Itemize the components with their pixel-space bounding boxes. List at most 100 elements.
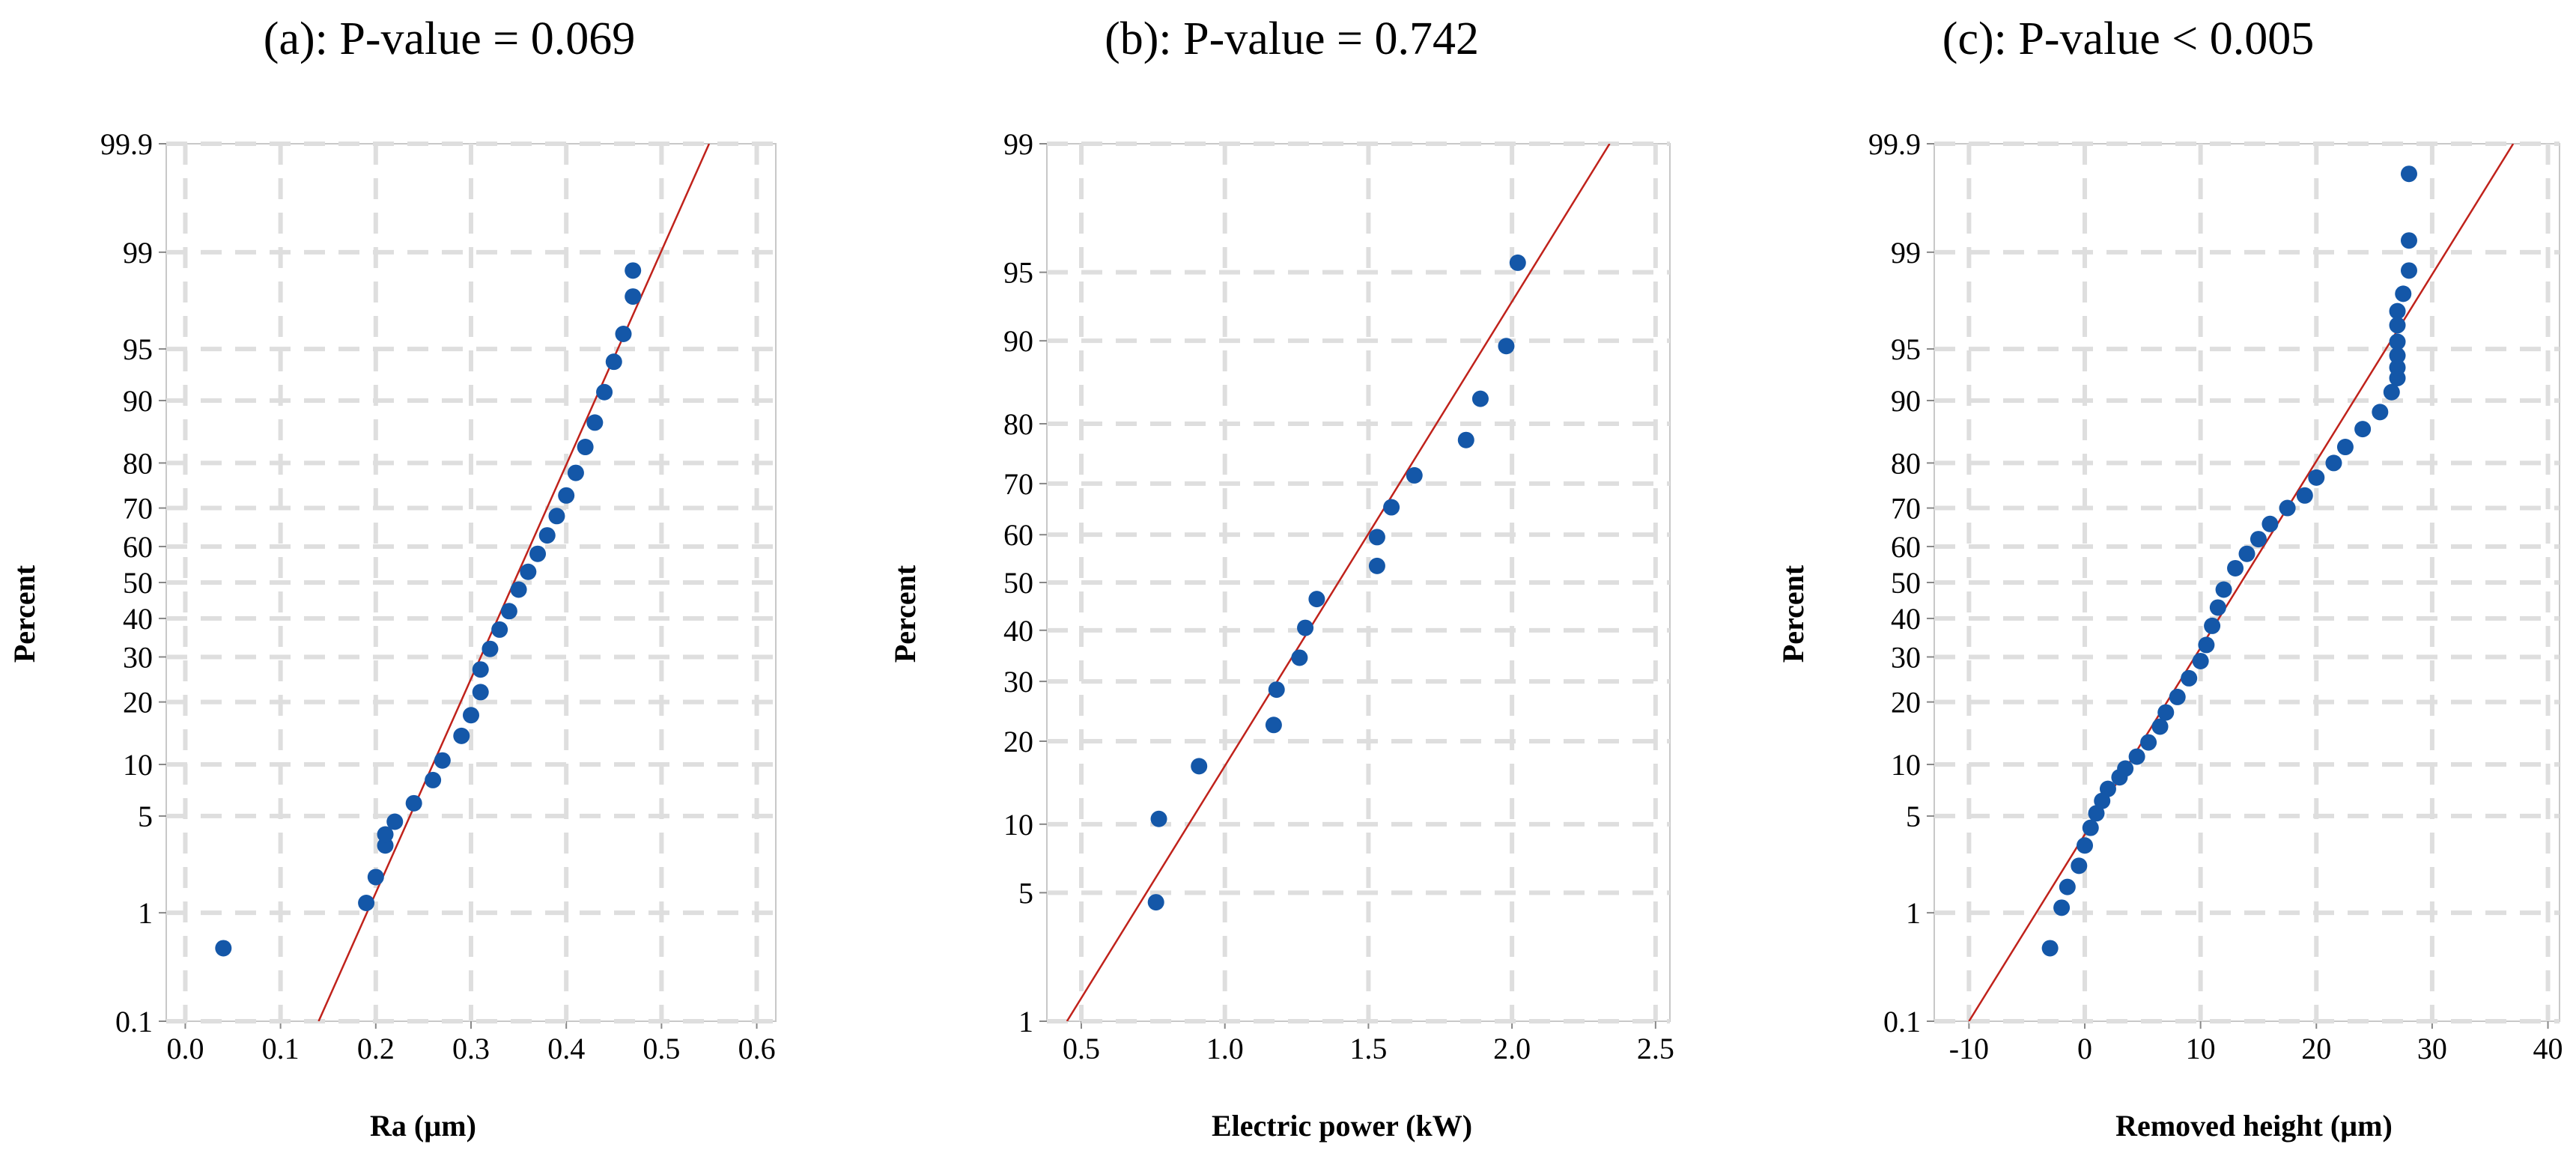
y-tick-label: 50 <box>123 566 153 600</box>
y-tick-label: 30 <box>123 640 153 674</box>
x-tick-label: 0.4 <box>547 1032 585 1065</box>
y-tick-label: 10 <box>1891 748 1921 782</box>
data-point <box>1471 390 1489 407</box>
data-point <box>2279 499 2296 517</box>
data-point <box>2041 940 2059 957</box>
data-point <box>472 661 489 678</box>
y-tick-label: 99.9 <box>1868 127 1921 161</box>
data-point <box>2389 302 2406 320</box>
data-point <box>1308 591 1325 608</box>
data-point <box>2227 559 2244 577</box>
data-point <box>2198 636 2215 654</box>
y-tick-label: 1 <box>1018 1005 1033 1038</box>
y-tick-label: 20 <box>123 686 153 720</box>
data-point <box>1383 499 1400 516</box>
x-tick-label: 10 <box>2186 1032 2216 1065</box>
data-point <box>625 262 642 279</box>
x-axis-label: Ra (µm) <box>370 1109 476 1143</box>
data-point <box>2151 718 2169 735</box>
y-tick-label: 60 <box>1891 530 1921 564</box>
data-point <box>2395 285 2412 302</box>
data-point <box>2082 819 2099 836</box>
data-point <box>1368 557 1385 574</box>
data-point <box>577 439 594 456</box>
data-point <box>358 895 375 912</box>
data-point <box>491 621 508 638</box>
data-point <box>2400 262 2417 279</box>
data-point <box>1406 466 1423 484</box>
y-tick-label: 70 <box>1891 492 1921 526</box>
data-point <box>463 707 479 724</box>
y-tick-label: 60 <box>123 530 153 564</box>
data-point <box>1147 894 1164 911</box>
data-point <box>529 545 547 562</box>
data-point <box>2117 760 2134 777</box>
y-tick-label: 80 <box>1003 407 1033 441</box>
data-point <box>2372 404 2389 421</box>
x-tick-label: 0.5 <box>643 1032 680 1065</box>
data-point <box>2308 469 2325 486</box>
y-tick-label: 30 <box>1003 665 1033 699</box>
data-point <box>2325 454 2342 472</box>
panel-a: (a): P-value = 0.069 Percent Ra (µm) 0.0… <box>7 13 777 1143</box>
y-tick-label: 20 <box>1891 686 1921 720</box>
x-axis-label: Electric power (kW) <box>1212 1109 1472 1143</box>
data-point <box>510 581 527 598</box>
x-tick-label: 0.0 <box>166 1032 204 1065</box>
data-point <box>2209 599 2226 616</box>
y-tick-label: 40 <box>123 602 153 636</box>
data-point <box>2088 805 2105 822</box>
data-point <box>2389 347 2406 364</box>
y-tick-label: 60 <box>1003 518 1033 552</box>
y-tick-label: 0.1 <box>1883 1005 1921 1038</box>
data-point <box>2383 383 2400 401</box>
chart-title: (b): P-value = 0.742 <box>1105 13 1479 64</box>
x-tick-label: 0.1 <box>262 1032 300 1065</box>
data-point <box>2389 333 2406 350</box>
data-point <box>405 794 422 812</box>
data-point <box>2053 899 2071 916</box>
y-tick-label: 95 <box>1891 332 1921 366</box>
data-point <box>2204 617 2221 634</box>
x-tick-label: 1.5 <box>1349 1032 1387 1065</box>
y-tick-label: 10 <box>1003 808 1033 842</box>
y-tick-label: 90 <box>1003 324 1033 358</box>
chart-title: (a): P-value = 0.069 <box>264 13 635 64</box>
data-point <box>1297 619 1314 636</box>
data-point <box>596 383 613 401</box>
data-point <box>386 813 404 830</box>
data-point <box>1457 431 1474 448</box>
fit-line <box>1066 144 1611 1021</box>
data-point <box>434 752 451 769</box>
data-point <box>1498 338 1515 355</box>
data-point <box>586 414 604 431</box>
data-point <box>520 563 537 580</box>
data-point <box>558 487 575 504</box>
data-point <box>2192 652 2209 669</box>
data-point <box>215 940 232 957</box>
data-point <box>2071 857 2088 874</box>
data-point <box>2250 531 2267 548</box>
data-point <box>1509 254 1526 271</box>
data-point <box>1191 758 1208 775</box>
data-point <box>2354 421 2372 438</box>
panel-b: (b): P-value = 0.742 Percent Electric po… <box>888 13 1674 1143</box>
data-point <box>1150 810 1167 827</box>
x-tick-label: -10 <box>1949 1032 1989 1065</box>
data-point <box>548 508 565 525</box>
y-tick-label: 5 <box>1906 800 1921 833</box>
x-tick-label: 40 <box>2533 1032 2563 1065</box>
y-tick-label: 0.1 <box>115 1005 153 1038</box>
y-tick-label: 40 <box>1003 614 1033 648</box>
y-tick-label: 99 <box>123 236 153 270</box>
data-point <box>2296 487 2313 504</box>
x-tick-label: 0.6 <box>738 1032 776 1065</box>
y-axis-label: Percent <box>7 565 41 663</box>
x-tick-label: 0 <box>2077 1032 2092 1065</box>
y-tick-label: 95 <box>1003 256 1033 290</box>
data-point <box>2238 545 2255 562</box>
y-axis-label: Percent <box>888 565 922 663</box>
y-tick-label: 5 <box>1018 876 1033 910</box>
y-tick-label: 20 <box>1003 725 1033 758</box>
